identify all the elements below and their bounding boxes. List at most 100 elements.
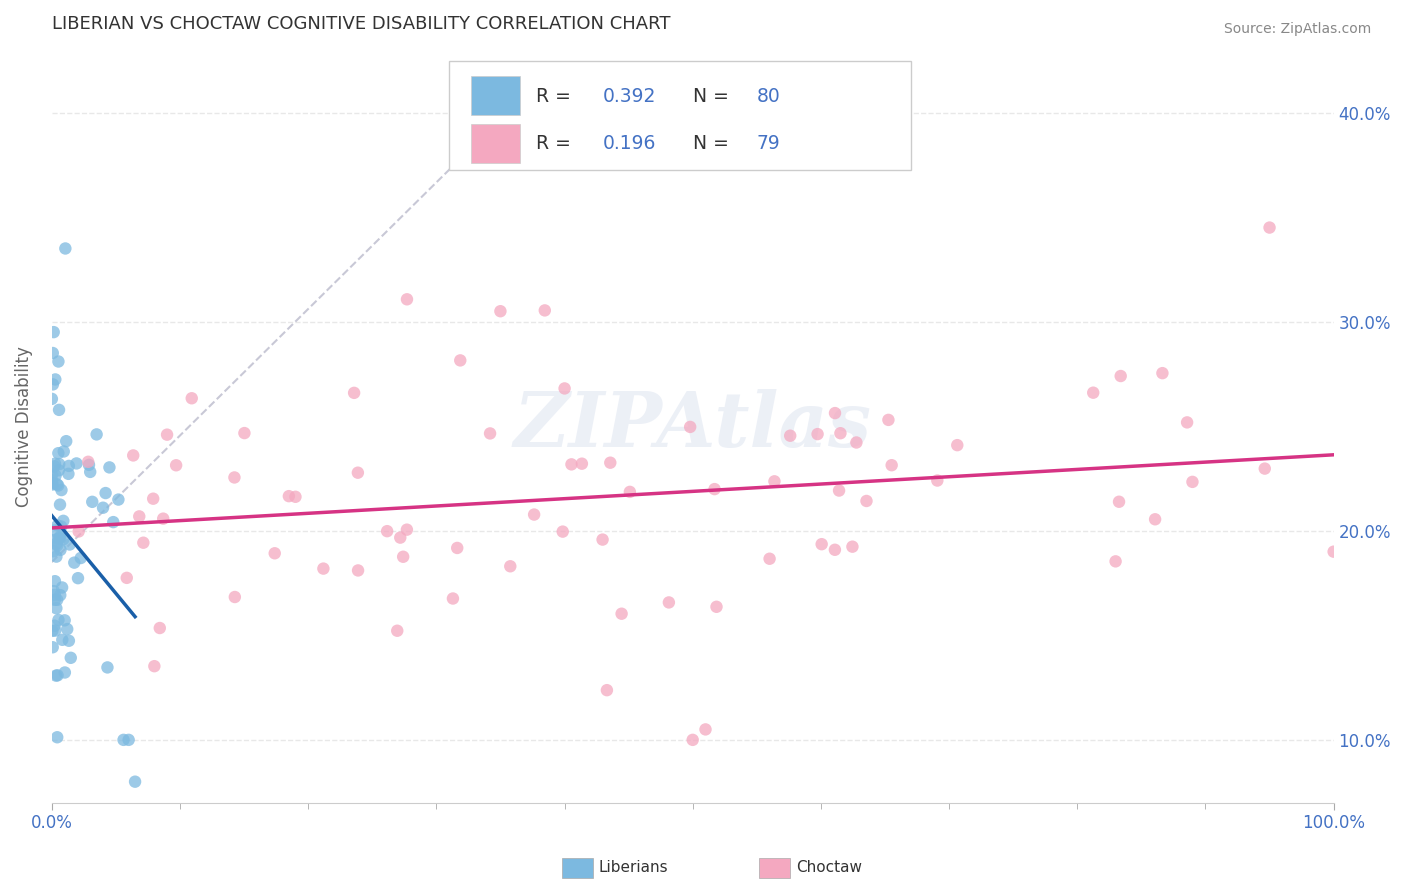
- Point: [695, 723, 717, 737]
- Point: [48, 613, 70, 627]
- Text: 0.196: 0.196: [603, 135, 657, 153]
- Point: [41, 624, 63, 638]
- Point: [499, 559, 522, 574]
- Point: [49, 542, 72, 557]
- Point: [619, 484, 641, 499]
- Point: [596, 683, 619, 698]
- Point: [44, 574, 66, 589]
- Point: [841, 540, 863, 554]
- Point: [1104, 554, 1126, 568]
- Point: [44, 592, 66, 607]
- Text: R =: R =: [536, 135, 578, 153]
- Point: [41, 392, 63, 406]
- Point: [103, 515, 125, 529]
- Point: [224, 470, 246, 484]
- Point: [347, 564, 370, 578]
- Point: [1144, 512, 1167, 526]
- Point: [42, 544, 65, 558]
- Point: [387, 624, 409, 638]
- Point: [98, 460, 121, 475]
- Point: [224, 590, 246, 604]
- Point: [91, 500, 114, 515]
- Point: [152, 511, 174, 525]
- Bar: [471, 124, 520, 162]
- Point: [277, 489, 299, 503]
- Point: [389, 531, 412, 545]
- Point: [441, 591, 464, 606]
- Point: [41, 473, 63, 487]
- Point: [880, 458, 903, 473]
- Point: [69, 551, 91, 566]
- Point: [41, 468, 63, 483]
- Point: [45, 468, 67, 483]
- Point: [58, 467, 80, 481]
- Point: [679, 420, 702, 434]
- Point: [779, 428, 801, 442]
- Point: [41, 476, 63, 491]
- Text: LIBERIAN VS CHOCTAW COGNITIVE DISABILITY CORRELATION CHART: LIBERIAN VS CHOCTAW COGNITIVE DISABILITY…: [52, 15, 671, 33]
- Point: [42, 346, 65, 360]
- Point: [55, 434, 77, 449]
- Point: [551, 524, 574, 539]
- Point: [855, 494, 877, 508]
- Point: [1181, 475, 1204, 489]
- Point: [449, 353, 471, 368]
- Text: Source: ZipAtlas.com: Source: ZipAtlas.com: [1223, 22, 1371, 37]
- Point: [52, 532, 75, 546]
- Point: [48, 402, 70, 417]
- Text: Liberians: Liberians: [599, 861, 669, 875]
- Point: [49, 588, 72, 602]
- Point: [45, 549, 67, 564]
- Point: [312, 561, 335, 575]
- Point: [658, 595, 681, 609]
- Point: [52, 444, 75, 458]
- Point: [284, 490, 307, 504]
- Point: [142, 491, 165, 506]
- Point: [523, 508, 546, 522]
- Point: [946, 438, 969, 452]
- Point: [65, 457, 87, 471]
- Point: [53, 613, 76, 627]
- Point: [67, 524, 90, 539]
- Point: [44, 372, 66, 386]
- Point: [53, 665, 76, 680]
- Point: [94, 486, 117, 500]
- Point: [46, 538, 69, 552]
- Point: [1108, 495, 1130, 509]
- Point: [489, 304, 512, 318]
- Point: [42, 524, 65, 538]
- Point: [830, 426, 852, 441]
- Text: R =: R =: [536, 87, 578, 106]
- Point: [706, 599, 728, 614]
- Y-axis label: Cognitive Disability: Cognitive Disability: [15, 346, 32, 507]
- FancyBboxPatch shape: [449, 62, 911, 170]
- Point: [143, 659, 166, 673]
- Point: [46, 518, 69, 533]
- Point: [877, 413, 900, 427]
- Point: [53, 242, 76, 256]
- Point: [115, 571, 138, 585]
- Point: [395, 293, 418, 307]
- Text: Choctaw: Choctaw: [796, 861, 862, 875]
- Point: [59, 537, 82, 551]
- Point: [758, 551, 780, 566]
- Point: [59, 650, 82, 665]
- Point: [763, 475, 786, 489]
- Point: [682, 732, 704, 747]
- Point: [1258, 220, 1281, 235]
- Point: [49, 530, 72, 544]
- Point: [48, 531, 70, 545]
- Text: 79: 79: [756, 135, 780, 153]
- Text: N =: N =: [693, 135, 734, 153]
- Point: [41, 477, 63, 491]
- Point: [49, 498, 72, 512]
- Point: [44, 457, 66, 471]
- Point: [44, 624, 66, 638]
- Text: 80: 80: [756, 87, 780, 106]
- Point: [479, 426, 502, 441]
- Point: [599, 456, 621, 470]
- Point: [51, 483, 73, 497]
- Point: [44, 459, 66, 474]
- Point: [132, 535, 155, 549]
- Point: [56, 622, 79, 636]
